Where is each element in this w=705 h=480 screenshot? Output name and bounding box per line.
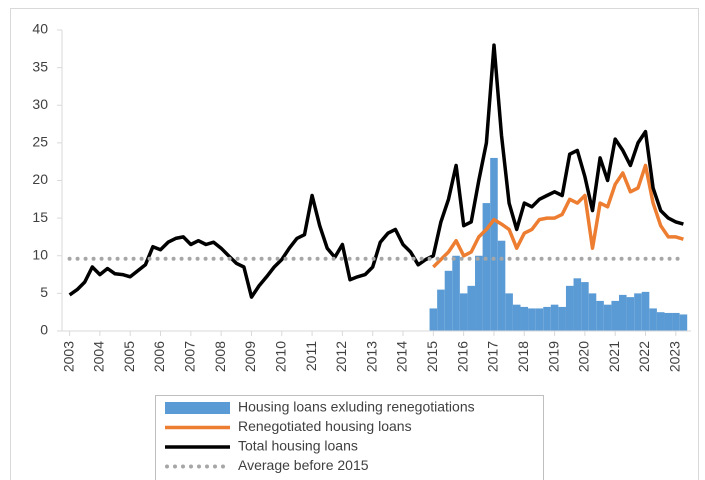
bar <box>429 308 438 331</box>
x-tick-label: 2008 <box>212 341 228 372</box>
y-tick-label: 25 <box>32 134 48 150</box>
bar <box>626 297 635 331</box>
bar <box>490 157 498 331</box>
legend-label: Average before 2015 <box>238 457 369 473</box>
x-tick-label: 2003 <box>60 341 76 372</box>
legend-label: Total housing loans <box>238 438 358 454</box>
x-tick-label: 2013 <box>363 341 379 372</box>
x-tick-label: 2011 <box>303 341 319 371</box>
bar <box>512 304 521 331</box>
x-tick-label: 2007 <box>182 341 198 372</box>
bar <box>641 291 650 331</box>
bar <box>573 278 582 331</box>
y-tick-label: 15 <box>32 209 48 225</box>
bar <box>664 312 673 331</box>
x-tick-label: 2018 <box>515 341 531 372</box>
bar <box>475 255 483 331</box>
bar <box>619 294 627 331</box>
legend-label: Renegotiated housing loans <box>238 418 412 434</box>
bar <box>596 300 604 331</box>
y-tick-label: 5 <box>40 284 48 300</box>
bar <box>588 293 597 331</box>
bar <box>505 293 513 331</box>
legend-label: Housing loans exluding renegotiations <box>238 399 475 415</box>
x-tick-label: 2004 <box>91 341 107 372</box>
x-tick-label: 2022 <box>636 341 652 372</box>
x-tick-label: 2014 <box>394 341 410 372</box>
x-tick-label: 2006 <box>151 341 167 372</box>
bar <box>452 255 460 331</box>
bar <box>497 240 506 331</box>
y-tick-label: 35 <box>32 58 48 74</box>
bar <box>634 293 642 331</box>
bar <box>520 306 529 331</box>
x-tick-label: 2015 <box>424 341 440 372</box>
bar <box>581 282 589 331</box>
bar <box>603 304 612 331</box>
bar <box>437 289 445 331</box>
bar <box>482 203 491 331</box>
bar <box>528 308 536 331</box>
bar <box>672 312 680 331</box>
legend: Housing loans exluding renegotiations Ren… <box>155 395 544 480</box>
x-tick-label: 2016 <box>454 341 470 372</box>
y-tick-label: 10 <box>32 246 48 262</box>
x-tick-label: 2017 <box>485 341 501 372</box>
y-tick-label: 0 <box>40 322 48 338</box>
bar <box>611 300 620 331</box>
line <box>432 163 684 269</box>
bar <box>558 306 566 331</box>
bar <box>550 304 559 331</box>
y-tick-label: 40 <box>32 21 48 37</box>
x-tick-label: 2012 <box>333 341 349 372</box>
bar <box>656 312 665 331</box>
bar <box>649 308 657 331</box>
bar <box>679 314 688 331</box>
y-tick-label: 20 <box>32 171 48 187</box>
bar <box>459 293 468 331</box>
bar <box>535 308 544 331</box>
x-tick-label: 2010 <box>272 341 288 372</box>
x-tick-label: 2009 <box>242 341 258 372</box>
x-tick-label: 2023 <box>667 341 683 372</box>
line <box>68 43 684 299</box>
x-tick-label: 2005 <box>121 341 137 372</box>
bar <box>444 270 453 331</box>
x-tick-label: 2021 <box>606 341 622 372</box>
bar <box>467 285 476 331</box>
bar <box>543 306 551 331</box>
x-tick-label: 2020 <box>576 341 592 372</box>
bar <box>565 285 574 331</box>
y-tick-label: 30 <box>32 96 48 112</box>
legend-swatch <box>165 402 230 414</box>
x-tick-label: 2019 <box>545 341 561 372</box>
